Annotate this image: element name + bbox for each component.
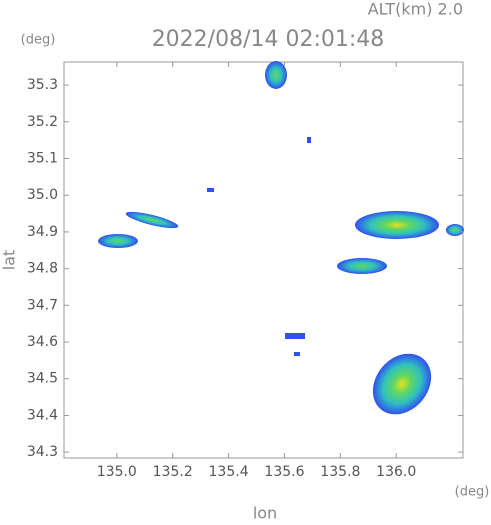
x-tick-label: 135.2 [153, 464, 193, 480]
echoes [98, 61, 464, 415]
echo [285, 333, 305, 339]
x-unit: (deg) [455, 485, 490, 500]
y-tick-label: 35.1 [27, 151, 58, 167]
y-tick-label: 35.0 [27, 187, 58, 203]
y-tick-label: 34.7 [27, 297, 58, 313]
echo [372, 353, 432, 415]
x-tick-label: 135.4 [209, 464, 249, 480]
subtitle: ALT(km) 2.0 [368, 0, 463, 19]
echo [446, 224, 464, 236]
chart-title: 2022/08/14 02:01:48 [152, 27, 385, 52]
echo [294, 352, 300, 356]
echo [337, 258, 387, 274]
echo [125, 211, 179, 229]
y-axis-label: lat [0, 250, 19, 271]
y-tick-label: 34.6 [27, 334, 58, 350]
y-tick-label: 34.8 [27, 261, 58, 277]
x-tick-label: 135.8 [320, 464, 360, 480]
x-tick-label: 135.0 [97, 464, 137, 480]
plot-frame [63, 61, 464, 459]
y-tick-label: 34.3 [27, 444, 58, 460]
echo [207, 188, 214, 192]
x-axis-label: lon [253, 504, 277, 522]
echo [265, 61, 287, 89]
y-tick-label: 34.4 [27, 407, 58, 423]
echo [307, 137, 311, 143]
y-tick-label: 34.5 [27, 371, 58, 387]
x-tick-label: 136.0 [376, 464, 416, 480]
y-tick-label: 35.2 [27, 114, 58, 130]
y-tick-label: 34.9 [27, 224, 58, 240]
y-unit: (deg) [21, 33, 56, 48]
echo [98, 234, 138, 248]
y-tick-label: 35.3 [27, 77, 58, 93]
echo [355, 211, 439, 239]
x-tick-label: 135.6 [264, 464, 304, 480]
